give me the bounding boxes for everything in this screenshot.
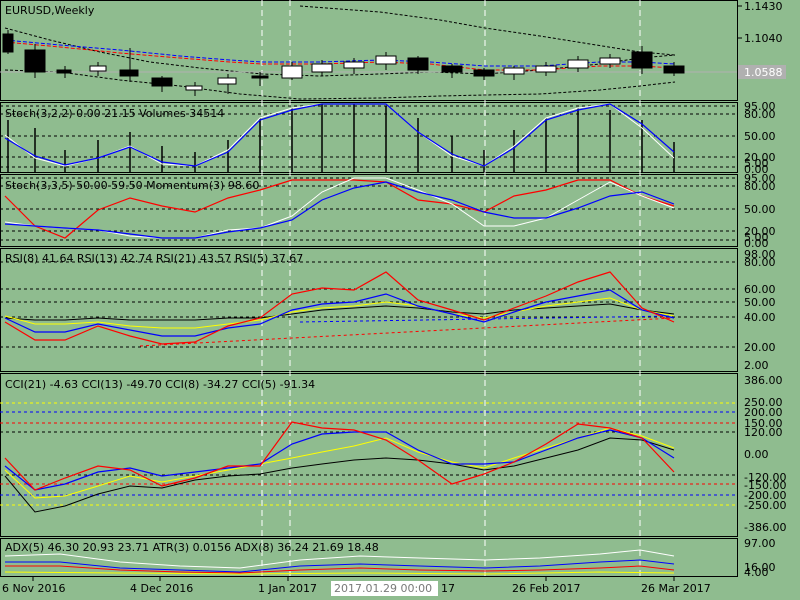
adx-tick: 16.00 [744, 561, 776, 574]
stoch2-chart [0, 177, 737, 241]
stoch1-tick: 95.00 [744, 100, 776, 113]
cci-tick: -200.00 [744, 489, 786, 502]
rsi-tick: 40.00 [744, 311, 776, 324]
cci-tick: 120.00 [744, 426, 783, 439]
stoch1-tick: 50.00 [744, 130, 776, 143]
adx-tick: 4.00 [744, 566, 769, 579]
stoch2-tick: 20.00 [744, 225, 776, 238]
stoch1-chart [0, 103, 737, 172]
rsi-panel[interactable] [0, 248, 738, 372]
stoch2-panel[interactable] [0, 174, 738, 247]
stoch2-tick: 5.00 [744, 231, 769, 244]
stoch1-tick: 20.00 [744, 151, 776, 164]
stoch1-tick: 0.00 [744, 163, 769, 176]
current-price-tag [738, 65, 786, 79]
stoch1-label: Stoch(3,2,2) 0.00 21.15 Volumes 34514 [5, 107, 224, 120]
cci-tick: 386.00 [744, 374, 783, 387]
price-tick: 1.1430 [744, 0, 783, 13]
main-price-panel[interactable] [0, 0, 738, 101]
rsi-tick: 20.00 [744, 341, 776, 354]
stoch1-panel[interactable] [0, 102, 738, 173]
adx-panel[interactable] [0, 538, 738, 577]
time-label: 1 Jan 2017 [258, 582, 317, 595]
cci-chart [0, 402, 737, 513]
cci-tick: 0.00 [744, 448, 769, 461]
period-separators [261, 0, 641, 577]
time-label: 4 Dec 2016 [130, 582, 193, 595]
stoch2-label: Stoch(3,3,5) 50.00 59.50 Momentum(3) 98.… [5, 179, 259, 192]
rsi-tick: 98.00 [744, 248, 776, 261]
rsi-chart [0, 261, 737, 348]
cci-tick: -120.00 [744, 471, 786, 484]
cci-tick: -150.00 [744, 479, 786, 492]
adx-axis: 97.00 16.00 4.00 [744, 537, 776, 579]
rsi-tick: 80.00 [744, 256, 776, 269]
stoch1-axis: 95.00 80.00 50.00 20.00 5.00 0.00 [744, 100, 776, 176]
current-price-value: 1.0588 [744, 66, 783, 79]
cci-label: CCI(21) -4.63 CCI(13) -49.70 CCI(8) -34.… [5, 378, 315, 391]
adx-label: ADX(5) 46.30 20.93 23.71 ATR(3) 0.0156 A… [5, 541, 379, 554]
cci-tick: -386.00 [744, 521, 786, 534]
crosshair-time-tag [331, 581, 438, 596]
price-axis: 1.1430 1.1040 1.0588 [737, 0, 786, 79]
adx-tick: 97.00 [744, 537, 776, 550]
time-label-fragment: 17 [441, 582, 455, 595]
rsi-axis: 98.00 80.00 60.00 50.00 40.00 20.00 2.00 [744, 248, 776, 372]
stoch1-tick: 80.00 [744, 108, 776, 121]
cci-tick: 150.00 [744, 417, 783, 430]
stoch2-tick: 0.00 [744, 237, 769, 250]
stoch1-tick: 5.00 [744, 157, 769, 170]
cci-tick: -250.00 [744, 499, 786, 512]
rsi-label: RSI(8) 41.64 RSI(13) 42.74 RSI(21) 43.57… [5, 252, 303, 265]
price-tick: 1.1040 [744, 32, 783, 45]
cci-tick: 250.00 [744, 396, 783, 409]
time-label: 26 Mar 2017 [641, 582, 711, 595]
rsi-tick: 60.00 [744, 283, 776, 296]
stoch2-axis: 95.00 80.00 50.00 20.00 5.00 0.00 [744, 172, 776, 250]
rsi-tick: 50.00 [744, 296, 776, 309]
adx-chart [4, 549, 675, 575]
stoch2-tick: 50.00 [744, 203, 776, 216]
stoch2-tick: 95.00 [744, 172, 776, 185]
rsi-tick: 2.00 [744, 359, 769, 372]
price-chart [0, 5, 737, 100]
symbol-title: EURUSD,Weekly [5, 4, 95, 17]
cci-axis: 386.00 250.00 200.00 150.00 120.00 0.00 … [744, 374, 786, 534]
time-axis: 6 Nov 2016 4 Dec 2016 1 Jan 2017 17 26 F… [2, 577, 711, 596]
stoch2-tick: 80.00 [744, 180, 776, 193]
cci-tick: 200.00 [744, 406, 783, 419]
time-label: 6 Nov 2016 [2, 582, 65, 595]
crosshair-time-value: 2017.01.29 00:00 [334, 582, 432, 595]
time-label: 26 Feb 2017 [512, 582, 580, 595]
cci-panel[interactable] [0, 373, 738, 537]
